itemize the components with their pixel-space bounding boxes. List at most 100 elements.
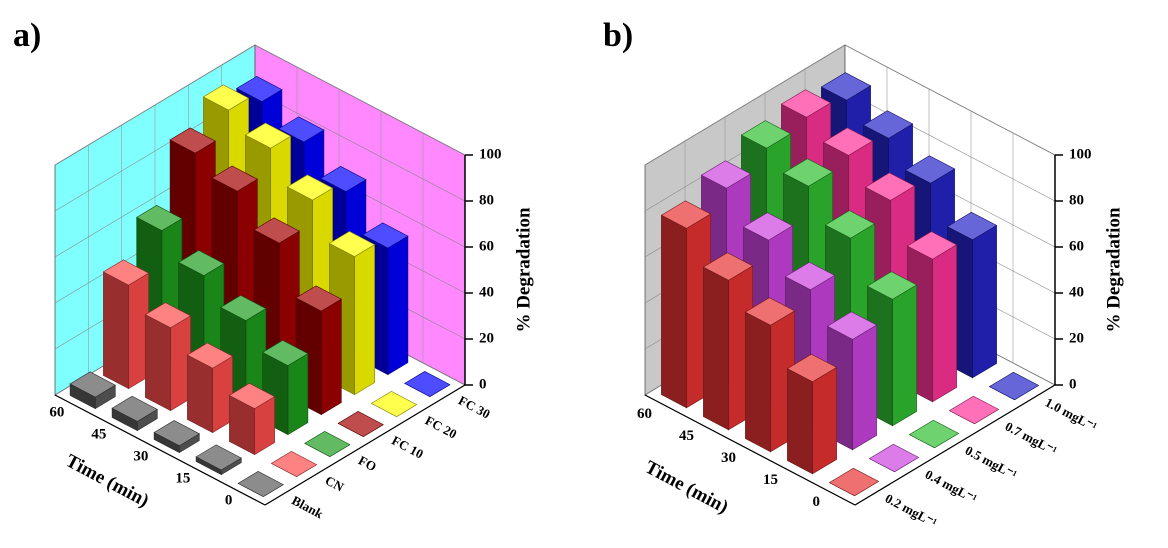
bar-top <box>304 431 351 457</box>
bar-top <box>784 261 836 291</box>
bar-face <box>972 224 997 379</box>
bar <box>220 295 267 414</box>
series-axis <box>264 384 466 506</box>
y-axis-title: % Degradation <box>513 207 534 333</box>
bar-face <box>703 266 729 431</box>
z-tick-label: 80 <box>479 192 494 208</box>
z-tick-label: 0 <box>479 376 487 392</box>
bar-face <box>320 298 342 416</box>
series-label: 1.0 mgL⁻¹ <box>1043 395 1100 435</box>
bar-top <box>237 471 284 497</box>
time-label: 30 <box>133 448 148 464</box>
bar-top <box>286 174 334 201</box>
series-label: 0.4 mgL⁻¹ <box>923 467 980 507</box>
time-label: 60 <box>49 404 64 420</box>
bar-top <box>866 271 918 300</box>
bar-face <box>145 314 171 412</box>
z-tick-label: 40 <box>1069 284 1084 300</box>
time-axis <box>644 394 856 506</box>
bar-top <box>102 259 150 286</box>
bar-top <box>868 443 920 473</box>
x-axis-title: Time (min) <box>641 457 731 518</box>
bar-top <box>111 395 158 422</box>
bar <box>111 395 158 432</box>
bar-face <box>852 324 877 451</box>
bar <box>153 420 200 454</box>
bar-top <box>820 72 872 101</box>
series-label: 0.5 mgL⁻¹ <box>963 443 1020 483</box>
series-label: FC 20 <box>423 413 460 442</box>
time-label: 45 <box>91 426 106 442</box>
bar <box>786 353 838 475</box>
time-axis <box>54 394 266 506</box>
time-label: 60 <box>637 406 652 422</box>
bar-top <box>320 166 367 192</box>
bar-top <box>178 250 225 276</box>
bar-top <box>906 231 958 260</box>
bar-top <box>862 110 914 139</box>
series-label: FC 30 <box>456 393 493 422</box>
bar-top <box>904 155 956 184</box>
bar-top <box>202 84 250 111</box>
bar-face <box>103 271 129 390</box>
bar <box>144 302 192 412</box>
bar-top <box>244 122 292 149</box>
bar-top <box>144 302 192 329</box>
bar-top <box>169 127 216 154</box>
bar-top <box>211 165 258 192</box>
bar-face <box>661 214 687 409</box>
bar-top <box>278 116 325 143</box>
bar-top <box>782 158 834 187</box>
bar-top <box>700 160 752 189</box>
bar-top <box>136 205 183 231</box>
time-label: 30 <box>721 450 736 466</box>
bar-face <box>787 368 813 475</box>
bar-top <box>337 411 384 437</box>
z-tick-label: 80 <box>1069 192 1084 208</box>
z-tick-label: 100 <box>1069 146 1092 162</box>
bar <box>195 444 242 476</box>
series-label: FO <box>356 453 379 475</box>
time-label: 15 <box>763 472 778 488</box>
bar-face <box>812 366 837 475</box>
bar-top <box>370 391 418 417</box>
bar-top <box>702 252 754 281</box>
bar-top <box>295 285 342 312</box>
bar-face <box>387 235 409 376</box>
series-label: 0.7 mgL⁻¹ <box>1003 419 1060 459</box>
series-label: FC 10 <box>389 433 426 462</box>
bar-top <box>864 172 916 201</box>
time-label: 0 <box>813 494 821 510</box>
bar-top <box>948 395 1000 425</box>
bar <box>828 467 880 497</box>
bar <box>868 443 920 473</box>
bar <box>908 419 960 449</box>
bar-face <box>287 353 309 436</box>
bar-top <box>262 340 309 366</box>
bar-face <box>745 311 771 453</box>
bar-top <box>328 231 376 257</box>
bar-top <box>660 200 712 229</box>
grid-line <box>54 44 466 166</box>
series-label: CN <box>323 473 347 495</box>
bar <box>270 451 318 477</box>
z-tick-label: 60 <box>479 238 494 254</box>
bar-top <box>744 297 796 326</box>
bar <box>370 391 418 417</box>
bar-top <box>908 419 960 449</box>
bar <box>946 211 998 379</box>
panel-label: b) <box>603 17 633 54</box>
bar-face <box>932 244 957 403</box>
bar-top <box>824 210 876 239</box>
series-label: 0.2 mgL⁻¹ <box>883 491 940 531</box>
bar-face <box>354 244 375 396</box>
bar <box>304 431 351 457</box>
bar-top <box>740 120 792 149</box>
y-axis-title: % Degradation <box>1103 207 1124 333</box>
bar-top <box>270 451 318 477</box>
z-tick-label: 100 <box>479 146 502 162</box>
bar <box>69 371 116 410</box>
bar-top <box>988 371 1040 401</box>
bar-top <box>220 295 267 321</box>
